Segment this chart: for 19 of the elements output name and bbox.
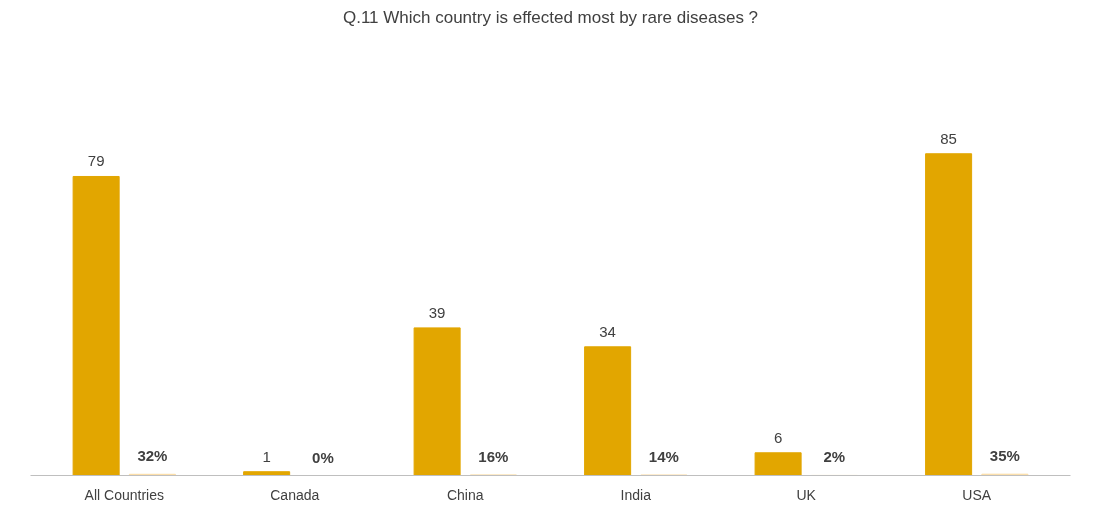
data-label: 79 (87, 152, 105, 170)
data-label: 2% (823, 448, 846, 466)
data-label: 32% (137, 447, 168, 465)
x-tick-label: India (620, 486, 652, 503)
data-label: 16% (478, 447, 509, 465)
x-tick-label: Canada (270, 486, 320, 503)
data-label: 34 (599, 322, 616, 340)
data-label: 6 (773, 428, 783, 446)
data-label: 35% (989, 447, 1020, 465)
data-label: 85 (940, 129, 957, 147)
x-tick-label: China (446, 486, 484, 503)
x-tick-label: UK (796, 486, 817, 503)
x-tick-label: USA (962, 486, 992, 503)
data-label: 0% (312, 448, 334, 466)
data-label: 14% (648, 447, 679, 465)
x-tick-label: All Countries (84, 486, 164, 503)
data-label: 1 (262, 447, 271, 465)
data-label: 39 (428, 303, 446, 321)
chart-title: Q.11 Which country is effected most by rare diseases ? (342, 7, 759, 27)
